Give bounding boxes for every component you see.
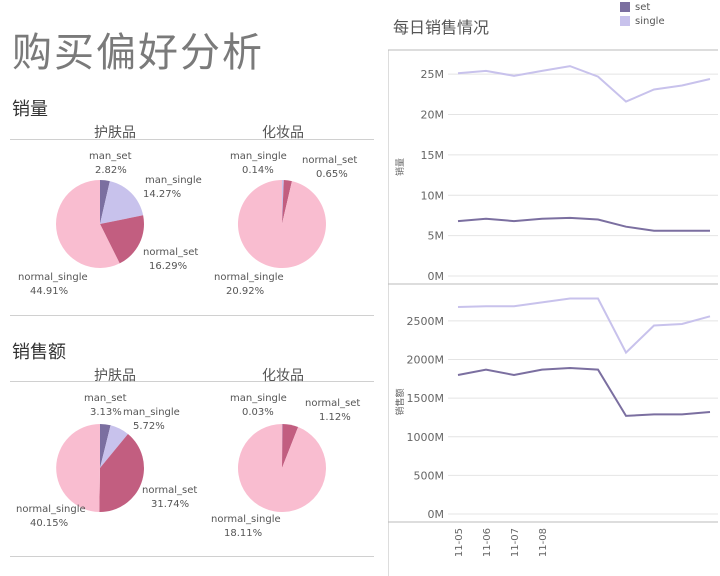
series-line-single — [457, 65, 711, 103]
y-tick-label: 15M — [421, 149, 445, 162]
slice-label: man_set — [84, 393, 127, 404]
slice-label: man_set — [89, 151, 132, 162]
section-title-revenue: 销售额 — [12, 342, 66, 363]
pie-slice-man-single — [282, 180, 284, 224]
x-tick-label: 11-06 — [482, 528, 493, 557]
slice-label: normal_single — [211, 514, 281, 525]
pie-slice-normal-single — [55, 180, 120, 268]
y-tick-label: 500M — [414, 469, 445, 482]
divider — [10, 556, 374, 557]
slice-pct: 20.92% — [226, 286, 265, 297]
y-tick-label: 2000M — [407, 354, 445, 367]
divider — [10, 139, 374, 140]
legend-item-set: set — [620, 0, 665, 14]
y-axis-label: 销量 — [394, 158, 406, 176]
x-tick-label: 11-08 — [538, 528, 549, 557]
y-tick-label: 5M — [428, 230, 445, 243]
slice-pct: 5.72% — [133, 421, 165, 432]
legend-item-single: single — [620, 14, 665, 28]
slice-pct: 44.91% — [30, 286, 69, 297]
pie-slice-normal-set — [282, 424, 299, 468]
y-tick-label: 1000M — [407, 431, 445, 444]
divider — [10, 315, 374, 316]
y-tick-label: 2500M — [407, 315, 445, 328]
pie-slice-man-single — [100, 181, 144, 224]
y-tick-label: 25M — [421, 68, 445, 81]
slice-label: man_single — [230, 151, 287, 162]
pie-slice-man-set — [100, 424, 111, 468]
pie-slice-normal-set — [99, 434, 144, 512]
pie-chart-cosmetics-volume — [237, 180, 326, 268]
y-axis-label: 销售额 — [394, 388, 406, 415]
slice-label: normal_set — [305, 398, 361, 409]
legend: set single — [620, 0, 665, 28]
slice-pct: 14.27% — [143, 189, 182, 200]
slice-pct: 31.74% — [151, 499, 190, 510]
slice-label: normal_single — [16, 504, 86, 515]
pie-slice-normal-set — [100, 215, 144, 264]
slice-label: normal_single — [214, 272, 284, 283]
slice-label: normal_single — [18, 272, 88, 283]
slice-label: normal_set — [302, 155, 358, 166]
pie-slice-normal-single — [56, 424, 100, 512]
pie-slice-normal-single — [237, 180, 326, 268]
pie-slice-man-single — [100, 425, 128, 468]
slice-pct: 18.11% — [224, 528, 263, 539]
slice-pct: 40.15% — [30, 518, 69, 529]
slice-label: normal_set — [142, 485, 198, 496]
slice-pct: 0.03% — [242, 407, 274, 418]
y-tick-label: 0M — [428, 270, 445, 283]
legend-swatch — [620, 16, 630, 26]
pie-slice-man-set — [100, 180, 110, 224]
x-tick-label: 11-07 — [510, 528, 521, 557]
slice-label: man_single — [145, 175, 202, 186]
slice-pct: 16.29% — [149, 261, 188, 272]
series-line-set — [457, 216, 710, 232]
pie-title-skincare-revenue: 护肤品 — [94, 368, 136, 384]
y-tick-label: 0M — [428, 508, 445, 521]
y-tick-label: 1500M — [407, 392, 445, 405]
series-line-set — [457, 366, 711, 417]
legend-swatch — [620, 2, 630, 12]
slice-pct: 3.13% — [90, 407, 122, 418]
slice-label: man_single — [123, 407, 180, 418]
slice-label: man_single — [230, 393, 287, 404]
pie-title-cosmetics-revenue: 化妆品 — [262, 368, 304, 384]
pie-chart-cosmetics-revenue — [237, 423, 326, 512]
line-charts: 0M 5M 10M 15M 20M 25M 销量 0M 500M 1000M 1500M 2000M 2… — [388, 49, 718, 576]
x-tick-label: 11-05 — [454, 528, 465, 557]
pie-title-cosmetics-volume: 化妆品 — [262, 125, 304, 141]
legend-label: set — [635, 1, 651, 13]
pie-chart-skincare-revenue — [56, 424, 144, 512]
slice-pct: 0.65% — [316, 169, 348, 180]
slice-pct: 2.82% — [95, 165, 127, 176]
line-charts-title: 每日销售情况 — [393, 18, 490, 37]
divider — [10, 381, 374, 382]
slice-label: normal_set — [143, 247, 199, 258]
page-title: 购买偏好分析 — [12, 30, 264, 76]
series-line-single — [457, 297, 711, 355]
pie-slice-normal-set — [282, 180, 292, 224]
y-tick-label: 10M — [421, 189, 445, 202]
pie-chart-skincare-volume — [55, 180, 144, 268]
slice-pct: 1.12% — [319, 412, 351, 423]
section-title-volume: 销量 — [12, 99, 48, 120]
slice-pct: 0.14% — [242, 165, 274, 176]
pie-title-skincare-volume: 护肤品 — [94, 125, 136, 141]
legend-label: single — [635, 15, 665, 27]
pie-slice-normal-single — [237, 424, 326, 512]
y-tick-label: 20M — [421, 109, 445, 122]
